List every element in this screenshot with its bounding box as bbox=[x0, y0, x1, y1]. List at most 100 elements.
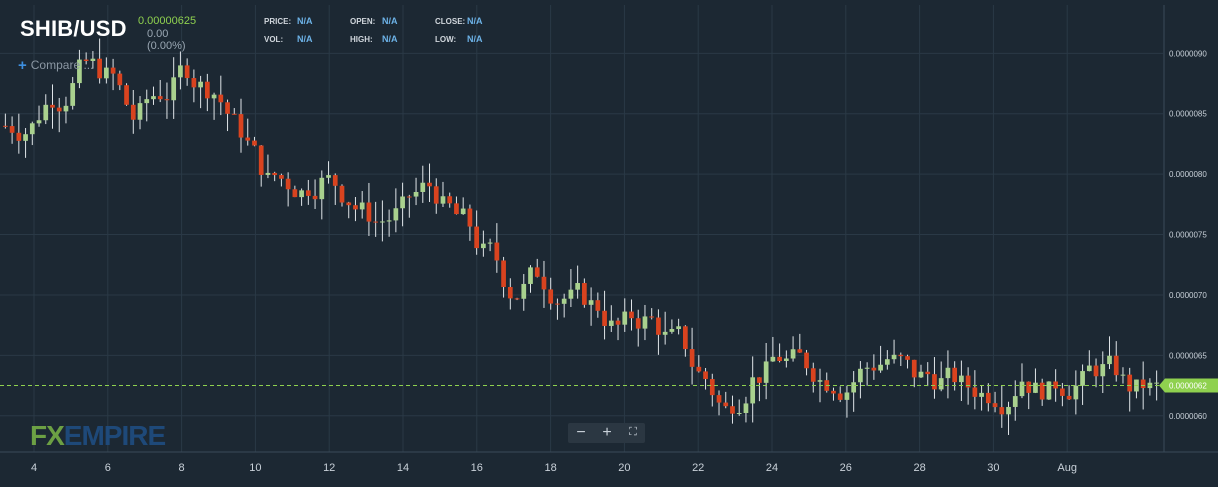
candle-body bbox=[568, 289, 574, 299]
open-label: OPEN: bbox=[350, 17, 376, 26]
candle-body bbox=[1033, 382, 1038, 393]
close-label: CLOSE: bbox=[435, 17, 466, 26]
candle-body bbox=[117, 73, 123, 86]
candle-body bbox=[682, 326, 688, 350]
x-tick-label: 4 bbox=[31, 462, 37, 474]
low-label: LOW: bbox=[435, 35, 457, 44]
candle-body bbox=[602, 310, 607, 326]
candle-body bbox=[932, 374, 937, 390]
high-label: HIGH: bbox=[350, 35, 373, 44]
candle-body bbox=[312, 195, 318, 200]
candle-body bbox=[878, 364, 883, 371]
x-tick-label: 28 bbox=[913, 462, 925, 474]
candle-body bbox=[1107, 355, 1112, 365]
candle-body bbox=[393, 208, 399, 221]
candle-body bbox=[1140, 379, 1146, 389]
candle-body bbox=[1100, 364, 1106, 377]
candle-body bbox=[622, 311, 628, 325]
x-tick-label: 14 bbox=[397, 462, 409, 474]
zoom-out-button[interactable]: − bbox=[576, 424, 586, 441]
candle-body bbox=[164, 99, 170, 101]
open-value: N/A bbox=[382, 16, 398, 26]
candle-body bbox=[804, 352, 809, 369]
candle-body bbox=[985, 392, 991, 404]
candle-body bbox=[29, 123, 35, 135]
x-tick-label: 16 bbox=[471, 462, 483, 474]
candle-body bbox=[211, 94, 217, 99]
current-price-label: 0.0000062 bbox=[1169, 382, 1207, 391]
candle-body bbox=[440, 196, 446, 204]
candle-body bbox=[656, 317, 661, 335]
candle-body bbox=[662, 331, 668, 335]
candle-body bbox=[63, 105, 69, 112]
candle-body bbox=[709, 379, 715, 396]
candle-body bbox=[770, 356, 776, 362]
candle-body bbox=[743, 403, 749, 413]
candle-body bbox=[992, 403, 998, 408]
candle-body bbox=[696, 366, 702, 372]
candle-body bbox=[171, 77, 177, 101]
candle-body bbox=[481, 243, 486, 249]
candle-body bbox=[905, 356, 910, 360]
candle-body bbox=[507, 287, 513, 299]
last-price: 0.00000625 bbox=[138, 15, 197, 27]
candle-body bbox=[9, 126, 15, 133]
candle-body bbox=[373, 221, 379, 223]
candle-body bbox=[16, 132, 22, 141]
candle-body bbox=[817, 380, 823, 382]
candle-body bbox=[137, 103, 143, 120]
candle-body bbox=[1060, 388, 1065, 396]
candle-body bbox=[70, 83, 76, 106]
candle-body bbox=[763, 361, 769, 383]
candle-body bbox=[494, 242, 500, 261]
candle-body bbox=[400, 196, 405, 209]
candle-body bbox=[736, 412, 742, 414]
logo-empire: EMPIRE bbox=[63, 420, 166, 451]
candle-body bbox=[467, 208, 473, 227]
candle-body bbox=[884, 359, 890, 365]
candle-body bbox=[332, 175, 338, 186]
current-price-tag bbox=[1159, 378, 1218, 393]
candle-body bbox=[750, 377, 756, 404]
candle-body bbox=[898, 354, 904, 357]
candle-body bbox=[487, 242, 493, 244]
candle-body bbox=[837, 393, 843, 400]
price-label: PRICE: bbox=[264, 17, 292, 26]
candle-body bbox=[433, 186, 439, 204]
candle-body bbox=[231, 113, 237, 115]
candle-body bbox=[1012, 396, 1018, 407]
fullscreen-icon[interactable]: ⛶ bbox=[629, 426, 637, 438]
candle-body bbox=[460, 208, 466, 215]
y-tick-label: 0.0000080 bbox=[1169, 170, 1207, 179]
candle-body bbox=[359, 202, 365, 210]
x-tick-label: 22 bbox=[692, 462, 704, 474]
candle-body bbox=[56, 107, 62, 112]
candle-body bbox=[1053, 381, 1059, 389]
y-tick-label: 0.0000085 bbox=[1169, 110, 1207, 119]
compare-button[interactable]: + Compare ... bbox=[18, 57, 93, 74]
candle-body bbox=[918, 371, 924, 378]
candle-body bbox=[252, 140, 257, 146]
y-tick-label: 0.0000060 bbox=[1169, 412, 1207, 421]
candle-body bbox=[561, 298, 567, 304]
x-tick-label: 30 bbox=[987, 462, 999, 474]
fxempire-logo: FXEMPIRE bbox=[30, 420, 166, 452]
candle-body bbox=[1127, 374, 1133, 392]
candle-body bbox=[1066, 395, 1072, 400]
candle-body bbox=[844, 392, 850, 400]
compare-label: Compare ... bbox=[30, 58, 94, 72]
zoom-in-button[interactable]: + bbox=[602, 424, 612, 441]
candle-body bbox=[864, 367, 870, 369]
candle-body bbox=[555, 303, 560, 305]
candle-body bbox=[615, 320, 621, 325]
high-value: N/A bbox=[382, 34, 398, 44]
candle-body bbox=[339, 185, 345, 203]
candle-body bbox=[1073, 385, 1079, 400]
candle-body bbox=[1120, 374, 1126, 376]
candle-body bbox=[130, 104, 136, 120]
low-value: N/A bbox=[467, 34, 483, 44]
candle-body bbox=[319, 177, 325, 200]
candle-body bbox=[305, 190, 311, 196]
candle-body bbox=[90, 58, 96, 62]
